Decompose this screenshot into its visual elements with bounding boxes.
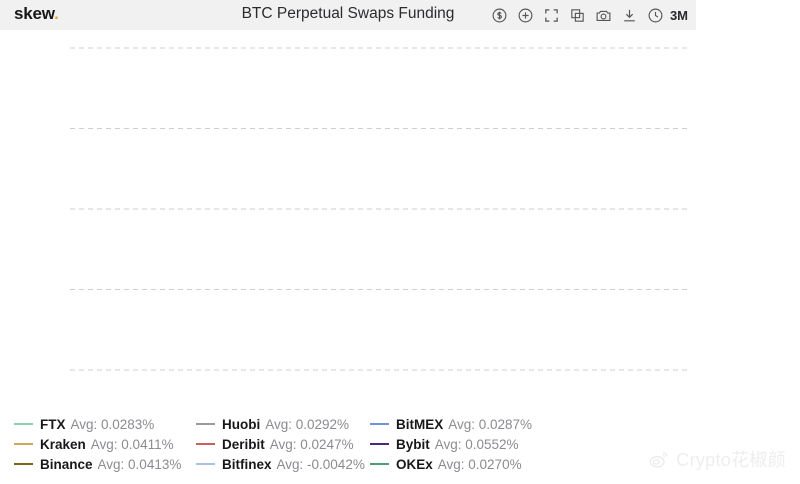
- legend-series-average: Avg: 0.0411%: [90, 436, 174, 452]
- legend-color-swatch: [196, 423, 215, 425]
- skew-logo-text: skew: [14, 4, 55, 23]
- legend-item-bitmex[interactable]: BitMEX Avg: 0.0287%: [370, 417, 550, 432]
- legend-series-average: Avg: 0.0270%: [437, 456, 522, 472]
- legend-item-huobi[interactable]: Huobi Avg: 0.0292%: [196, 417, 370, 432]
- chart-plot-area: [0, 30, 800, 390]
- funding-line-chart: [70, 47, 690, 371]
- legend-item-ftx[interactable]: FTX Avg: 0.0283%: [14, 417, 196, 432]
- chart-legend: FTX Avg: 0.0283% Huobi Avg: 0.0292% BitMEX Av…: [14, 414, 574, 474]
- legend-item-deribit[interactable]: Deribit Avg: 0.0247%: [196, 437, 370, 452]
- legend-color-swatch: [14, 443, 33, 445]
- clock-icon[interactable]: [647, 7, 664, 24]
- skew-logo-dot: .: [54, 4, 59, 23]
- legend-series-name: Bybit: [396, 436, 430, 452]
- legend-series-average: Avg: 0.0283%: [70, 416, 155, 432]
- legend-series-name: Bitfinex: [222, 456, 272, 472]
- camera-icon[interactable]: [595, 7, 612, 24]
- legend-series-name: FTX: [40, 416, 66, 432]
- download-icon[interactable]: [621, 7, 638, 24]
- legend-color-swatch: [370, 443, 389, 445]
- legend-series-name: Huobi: [222, 416, 261, 432]
- legend-series-average: Avg: 0.0247%: [269, 436, 354, 452]
- legend-color-swatch: [370, 423, 389, 425]
- legend-series-average: Avg: 0.0287%: [448, 416, 533, 432]
- dollar-circle-icon[interactable]: [491, 7, 508, 24]
- legend-color-swatch: [196, 463, 215, 465]
- legend-item-bybit[interactable]: Bybit Avg: 0.0552%: [370, 437, 550, 452]
- fullscreen-icon[interactable]: [543, 7, 560, 24]
- legend-color-swatch: [14, 423, 33, 425]
- chart-header-bar: skew. BTC Perpetual Swaps Funding: [0, 0, 696, 30]
- legend-item-bitfinex[interactable]: Bitfinex Avg: -0.0042%: [196, 457, 370, 472]
- legend-color-swatch: [196, 443, 215, 445]
- legend-item-kraken[interactable]: Kraken Avg: 0.0411%: [14, 437, 196, 452]
- legend-series-average: Avg: 0.0292%: [265, 416, 350, 432]
- legend-series-name: Kraken: [40, 436, 86, 452]
- legend-series-name: OKEx: [396, 456, 433, 472]
- plus-circle-icon[interactable]: [517, 7, 534, 24]
- legend-color-swatch: [370, 463, 389, 465]
- weibo-icon: [648, 448, 670, 470]
- copy-icon[interactable]: [569, 7, 586, 24]
- legend-series-name: Binance: [40, 456, 93, 472]
- legend-series-average: Avg: 0.0552%: [434, 436, 519, 452]
- legend-series-name: BitMEX: [396, 416, 444, 432]
- legend-item-binance[interactable]: Binance Avg: 0.0413%: [14, 457, 196, 472]
- gridlines: [70, 47, 690, 371]
- watermark: Crypto花椒颜: [648, 446, 786, 472]
- legend-color-swatch: [14, 463, 33, 465]
- time-range-label[interactable]: 3M: [669, 7, 688, 23]
- header-toolbar: 3M: [491, 0, 688, 30]
- watermark-text: Crypto花椒颜: [676, 450, 786, 470]
- legend-item-okex[interactable]: OKEx Avg: 0.0270%: [370, 457, 550, 472]
- legend-series-name: Deribit: [222, 436, 265, 452]
- legend-series-average: Avg: -0.0042%: [276, 456, 365, 472]
- legend-series-average: Avg: 0.0413%: [97, 456, 182, 472]
- skew-logo: skew.: [14, 4, 59, 24]
